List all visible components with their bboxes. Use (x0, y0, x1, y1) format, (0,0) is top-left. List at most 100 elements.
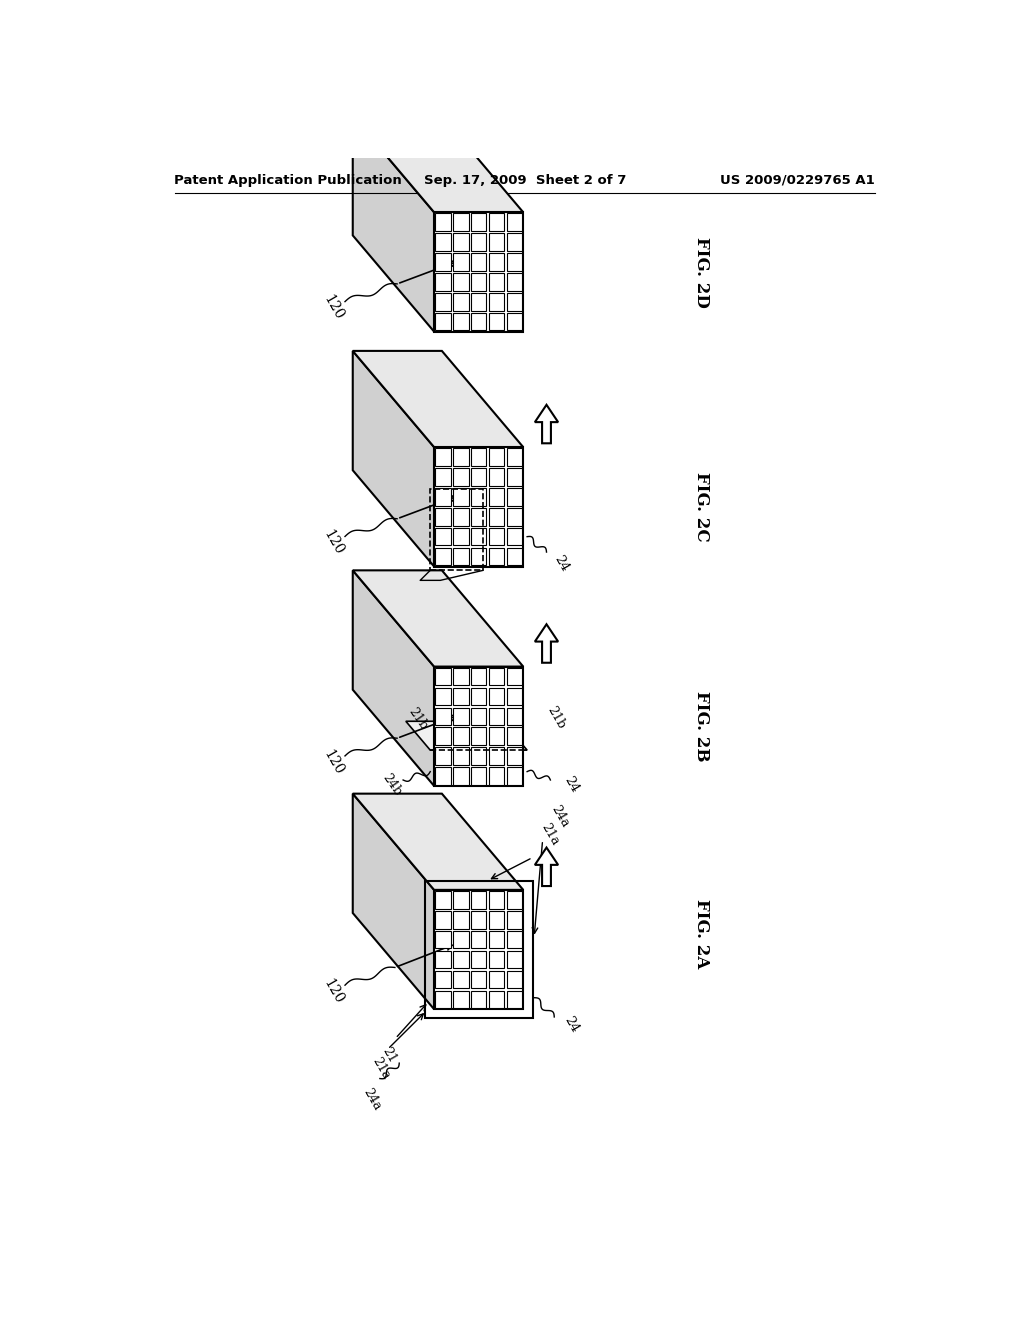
Bar (453, 528, 469, 545)
Bar (488, 708, 504, 725)
Bar (471, 931, 486, 949)
Polygon shape (535, 847, 558, 886)
Text: FIG. 2D: FIG. 2D (693, 236, 710, 308)
Text: 24: 24 (552, 553, 571, 574)
Text: 21b: 21b (545, 704, 568, 731)
Bar (507, 508, 522, 525)
Bar (435, 931, 451, 949)
Text: Patent Application Publication: Patent Application Publication (174, 174, 402, 187)
Bar (507, 727, 522, 744)
Bar (435, 911, 451, 928)
Text: 21b: 21b (406, 705, 430, 733)
Bar (507, 688, 522, 705)
Bar (453, 891, 469, 908)
Bar (435, 548, 451, 565)
Bar (471, 727, 486, 744)
Text: 24a: 24a (360, 1086, 384, 1113)
Bar (435, 293, 451, 310)
Bar (435, 990, 451, 1008)
Polygon shape (352, 570, 523, 667)
Bar (488, 508, 504, 525)
Bar (453, 293, 469, 310)
Bar (435, 273, 451, 290)
Bar (471, 253, 486, 271)
Bar (488, 214, 504, 231)
Bar (434, 667, 523, 785)
Bar (507, 931, 522, 949)
Bar (507, 234, 522, 251)
Bar (488, 747, 504, 764)
Bar (435, 469, 451, 486)
Bar (471, 469, 486, 486)
Bar (453, 214, 469, 231)
Bar (488, 469, 504, 486)
Bar (471, 668, 486, 685)
Bar (453, 911, 469, 928)
Bar (435, 668, 451, 685)
Bar (435, 747, 451, 764)
Bar (453, 313, 469, 330)
Text: FIG. 2B: FIG. 2B (693, 692, 710, 762)
Bar (471, 970, 486, 989)
Bar (453, 708, 469, 725)
Bar (453, 253, 469, 271)
Bar (435, 708, 451, 725)
Text: 120: 120 (321, 747, 346, 777)
Bar (471, 990, 486, 1008)
Polygon shape (352, 351, 523, 447)
Bar (453, 508, 469, 525)
Bar (507, 970, 522, 989)
Bar (488, 911, 504, 928)
Text: 21a: 21a (539, 821, 562, 847)
Bar (488, 313, 504, 330)
Bar (453, 234, 469, 251)
Bar (453, 767, 469, 785)
Text: 24b: 24b (379, 771, 403, 799)
Bar (507, 293, 522, 310)
Bar (435, 313, 451, 330)
Bar (488, 548, 504, 565)
Bar (471, 214, 486, 231)
Bar (434, 890, 523, 1010)
Bar (471, 891, 486, 908)
Polygon shape (352, 793, 523, 890)
Text: 120: 120 (321, 528, 346, 557)
Bar (507, 469, 522, 486)
Bar (471, 313, 486, 330)
Bar (471, 548, 486, 565)
Bar (507, 488, 522, 506)
Bar (471, 488, 486, 506)
Polygon shape (352, 351, 434, 566)
Bar (488, 931, 504, 949)
Bar (488, 970, 504, 989)
Bar (488, 727, 504, 744)
Bar (453, 727, 469, 744)
Bar (507, 273, 522, 290)
Bar (471, 911, 486, 928)
Bar (435, 508, 451, 525)
Text: 24: 24 (562, 775, 582, 795)
Bar (471, 449, 486, 466)
Bar (453, 970, 469, 989)
Bar (435, 891, 451, 908)
Bar (471, 234, 486, 251)
Bar (435, 688, 451, 705)
Bar (453, 950, 469, 969)
Bar (488, 990, 504, 1008)
Bar (453, 449, 469, 466)
Text: 120: 120 (321, 293, 346, 322)
Bar (507, 767, 522, 785)
Text: 21: 21 (380, 1044, 398, 1065)
Bar (471, 273, 486, 290)
Polygon shape (352, 793, 434, 1010)
Bar (507, 253, 522, 271)
Polygon shape (352, 116, 523, 213)
Bar (507, 548, 522, 565)
Bar (488, 293, 504, 310)
Bar (488, 950, 504, 969)
Bar (453, 469, 469, 486)
Bar (453, 747, 469, 764)
Bar (488, 234, 504, 251)
Polygon shape (352, 116, 434, 331)
Bar (507, 668, 522, 685)
